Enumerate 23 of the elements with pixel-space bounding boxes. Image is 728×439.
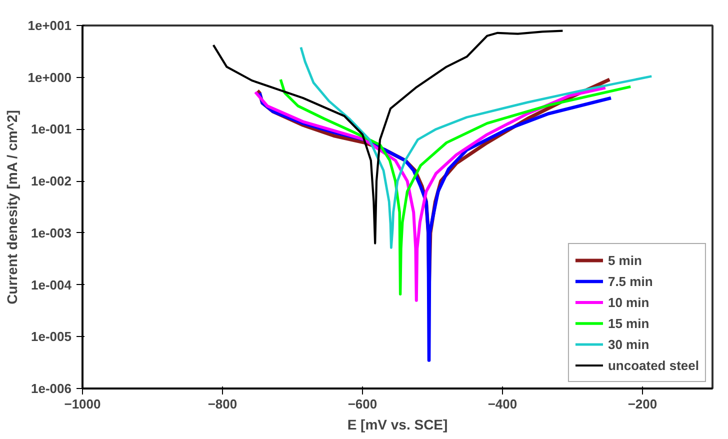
x-tick-label: −200 — [628, 396, 658, 412]
y-tick-label: 1e-006 — [31, 381, 72, 396]
x-tick-label: −400 — [488, 396, 518, 412]
line-series — [300, 46, 653, 249]
legend-label: 7.5 min — [608, 274, 653, 288]
y-tick-label: 1e-002 — [31, 174, 72, 189]
x-tick-label: −800 — [208, 396, 238, 412]
y-tick-label: 1e-003 — [31, 225, 72, 240]
legend-label: 10 min — [608, 294, 650, 310]
y-tick-label: 1e+000 — [28, 70, 72, 85]
x-tick-label: −1000 — [64, 396, 101, 412]
x-tick-label: −600 — [348, 396, 378, 412]
y-tick-label: 1e+001 — [28, 18, 72, 33]
legend-label: 5 min — [608, 252, 642, 268]
line-series — [212, 30, 564, 244]
x-axis-title: E [mV vs. SCE] — [347, 416, 448, 432]
legend-label: 30 min — [608, 336, 650, 352]
y-tick-label: 1e-001 — [31, 122, 72, 137]
legend-label: uncoated steel — [608, 358, 699, 372]
y-tick-label: 1e-004 — [31, 277, 72, 292]
y-axis-title: Current denesity [mA / cm^2] — [4, 110, 20, 304]
y-tick-label: 1e-005 — [31, 329, 72, 344]
legend-label: 15 min — [608, 316, 650, 330]
